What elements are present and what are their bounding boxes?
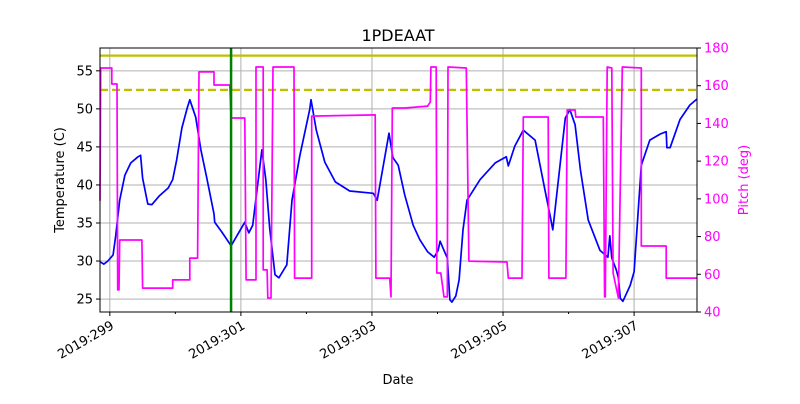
y-tick-label: 45	[76, 140, 93, 155]
x-tick-label: 2019:305	[449, 318, 510, 362]
y2-tick-label: 180	[704, 42, 729, 57]
y2-tick-label: 120	[704, 155, 729, 170]
x-tick-label: 2019:299	[55, 318, 116, 362]
y-tick-label: 35	[76, 216, 93, 231]
x-tick-label: 2019:307	[580, 318, 641, 362]
pitch-series-line	[99, 66, 697, 299]
x-tick-label: 2019:303	[318, 318, 379, 362]
x-axis-label: Date	[382, 373, 413, 388]
y2-tick-label: 140	[704, 117, 729, 132]
y2-tick-label: 60	[704, 268, 721, 283]
temperature-series-line	[99, 98, 698, 303]
y2-tick-label: 100	[704, 192, 729, 207]
chart-title: 1PDEAAT	[361, 26, 434, 45]
y-axis-label: Temperature (C)	[53, 127, 68, 234]
axes-frame	[99, 47, 698, 313]
y2-tick-label: 40	[704, 306, 721, 321]
y-tick-label: 30	[76, 255, 93, 270]
y-tick-label: 55	[76, 64, 93, 79]
y-tick-label: 25	[76, 293, 93, 308]
y-tick-label: 50	[76, 102, 93, 117]
y2-tick-label: 80	[704, 230, 721, 245]
y2-tick-label: 160	[704, 79, 729, 94]
plot-lines	[99, 48, 698, 312]
y-tick-label: 40	[76, 178, 93, 193]
y2-axis-label: Pitch (deg)	[737, 145, 752, 215]
x-tick-label: 2019:301	[186, 318, 247, 362]
